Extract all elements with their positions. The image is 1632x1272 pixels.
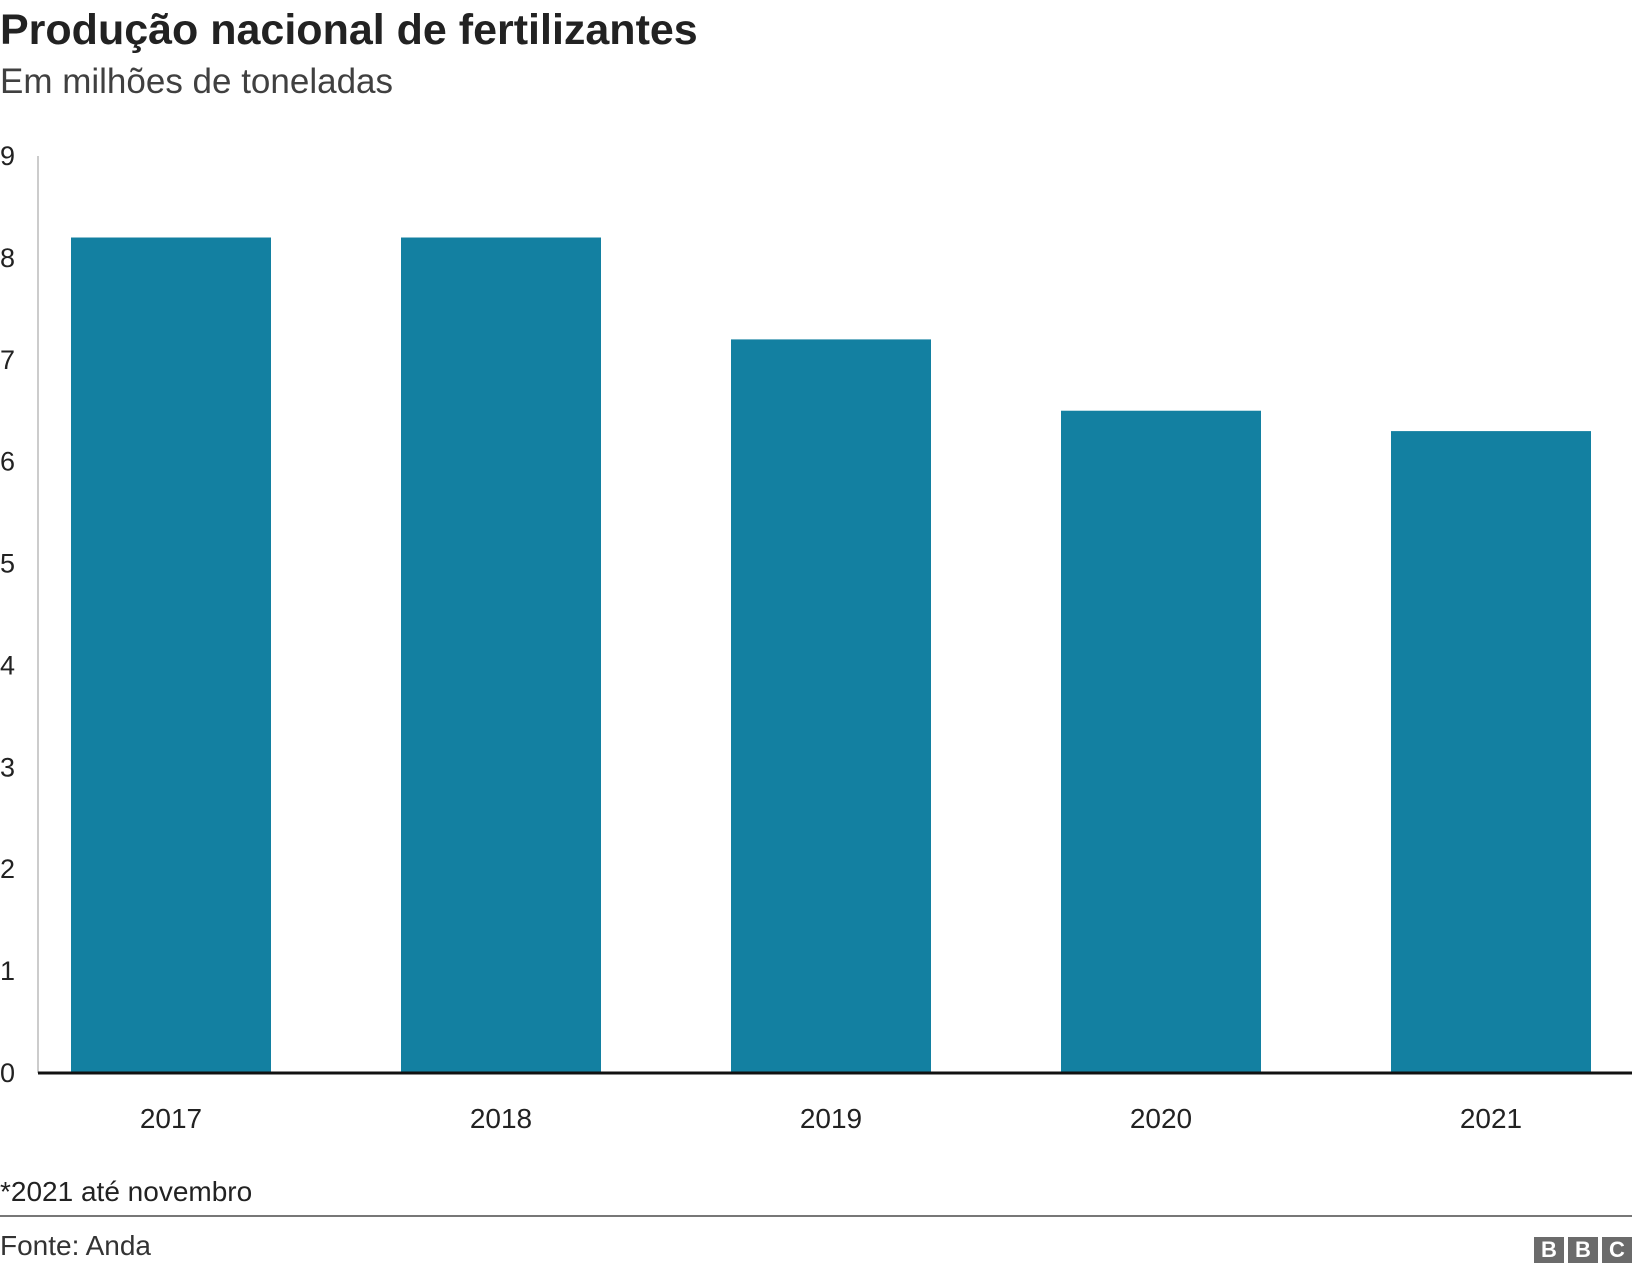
bar-2019 bbox=[731, 339, 931, 1073]
x-tick-label: 2020 bbox=[1130, 1103, 1192, 1134]
y-tick-label: 8 bbox=[0, 243, 15, 273]
y-tick-label: 1 bbox=[0, 956, 15, 986]
bar-2020 bbox=[1061, 410, 1261, 1073]
bar-2021 bbox=[1391, 431, 1591, 1074]
footnote: *2021 até novembro bbox=[0, 1176, 253, 1207]
chart-subtitle: Em milhões de toneladas bbox=[0, 62, 393, 101]
y-tick-label: 5 bbox=[0, 549, 15, 579]
footer-divider bbox=[0, 1215, 1632, 1217]
y-tick-label: 9 bbox=[0, 141, 15, 171]
logo-letter: B bbox=[1534, 1237, 1564, 1263]
y-tick-label: 0 bbox=[0, 1058, 15, 1088]
x-tick-label: 2019 bbox=[800, 1103, 862, 1134]
bbc-logo: B B C bbox=[1534, 1237, 1632, 1263]
y-tick-label: 2 bbox=[0, 854, 15, 884]
x-tick-label: 2018 bbox=[470, 1103, 532, 1134]
source-text: Fonte: Anda bbox=[0, 1230, 152, 1261]
y-tick-label: 3 bbox=[0, 752, 15, 782]
x-tick-label: 2021 bbox=[1460, 1103, 1522, 1134]
y-tick-label: 4 bbox=[0, 650, 15, 680]
bar-2017 bbox=[71, 237, 271, 1073]
y-tick-label: 6 bbox=[0, 447, 15, 477]
logo-letter: B bbox=[1568, 1237, 1598, 1263]
x-tick-label: 2017 bbox=[140, 1103, 202, 1134]
chart-title: Produção nacional de fertilizantes bbox=[0, 6, 698, 54]
bar-2018 bbox=[401, 237, 601, 1073]
y-tick-label: 7 bbox=[0, 345, 15, 375]
logo-letter: C bbox=[1602, 1237, 1632, 1263]
